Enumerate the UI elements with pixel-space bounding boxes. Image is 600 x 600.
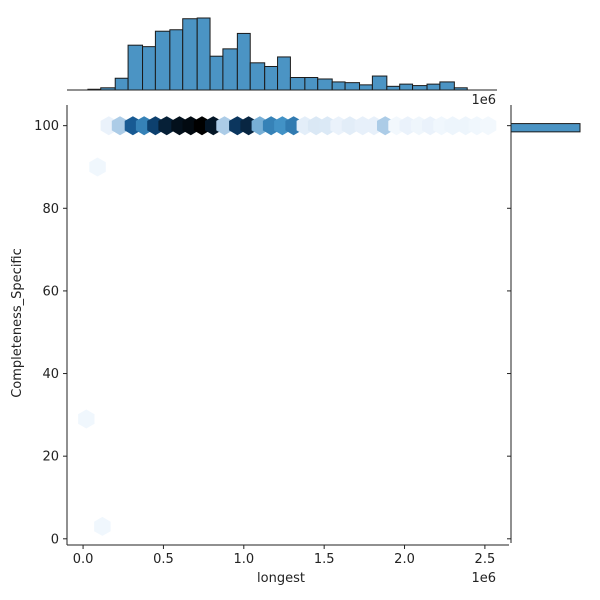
y-axis-title: Completeness_Specific [10, 248, 25, 398]
marginal-x-bar [182, 18, 198, 91]
hexbin-13 [216, 116, 233, 136]
marginal-y-ticks [507, 125, 511, 540]
marginal-x-bar [222, 48, 238, 91]
x-tick-label: 2.5 [475, 552, 496, 567]
marginal-x-bar [277, 56, 291, 91]
x-tick-label: 2.0 [394, 552, 415, 567]
x-tick-label: 0.0 [73, 552, 94, 567]
marginal-x-bar [304, 77, 319, 91]
hexbin-layer [78, 116, 497, 536]
x-tick-label: 0.5 [153, 552, 174, 567]
marginal-x-bar [289, 77, 306, 91]
y-tick-label: 60 [42, 284, 59, 299]
marginal-x-bar [331, 81, 346, 91]
marginal-x-bar [249, 62, 266, 91]
x-axis-title: longest [257, 571, 305, 586]
x-tick-label: 1.5 [314, 552, 335, 567]
marginal-x-bar [426, 83, 441, 91]
hexbin-33 [444, 116, 461, 136]
marginal-y-histogram [510, 123, 581, 133]
marginal-x-bar [127, 44, 144, 91]
marginal-x-bar [344, 82, 361, 91]
marginal-x-bar [439, 81, 455, 91]
hexbin-36 [479, 116, 497, 136]
hexbin-2 [89, 157, 106, 177]
y-axis-ticks: 0 20 40 60 80 100 [34, 119, 67, 547]
y-tick-label: 80 [42, 202, 59, 217]
marginal-x-bar [169, 29, 184, 91]
hexbin-8 [158, 116, 175, 136]
y-tick-label: 100 [34, 119, 59, 134]
marginal-x-bar [196, 17, 211, 91]
hexbin-4 [111, 116, 129, 136]
marginal-x-bar [154, 30, 171, 91]
marginal-x-bar [386, 85, 401, 91]
x-tick-label: 1.0 [233, 552, 254, 567]
marginal-y-bar [510, 123, 581, 133]
marginal-x-bar [236, 32, 251, 91]
x-offset-label: 1e6 [471, 571, 496, 586]
hexbin-0 [94, 516, 111, 536]
marginal-x-bar [317, 78, 333, 91]
marginal-x-bar [399, 83, 414, 91]
marginal-offset-label: 1e6 [471, 93, 496, 108]
marginal-x-histogram [87, 17, 468, 91]
marginal-x-bar [359, 84, 373, 91]
marginal-y-panel [507, 105, 581, 543]
marginal-x-bar [412, 85, 428, 91]
marginal-x-bar [371, 75, 388, 91]
y-tick-label: 0 [51, 532, 59, 547]
marginal-x-bar [114, 77, 129, 91]
y-tick-label: 20 [42, 450, 59, 465]
x-axis-ticks: 0.0 0.5 1.0 1.5 2.0 2.5 [73, 545, 496, 567]
y-tick-label: 40 [42, 367, 59, 382]
marginal-x-panel: 1e6 [67, 17, 497, 108]
marginal-x-bar [142, 46, 156, 91]
hexbin-24 [341, 116, 359, 136]
hexbin-1 [78, 409, 95, 429]
marginal-x-bar [209, 55, 224, 91]
marginal-x-bar [264, 65, 279, 91]
